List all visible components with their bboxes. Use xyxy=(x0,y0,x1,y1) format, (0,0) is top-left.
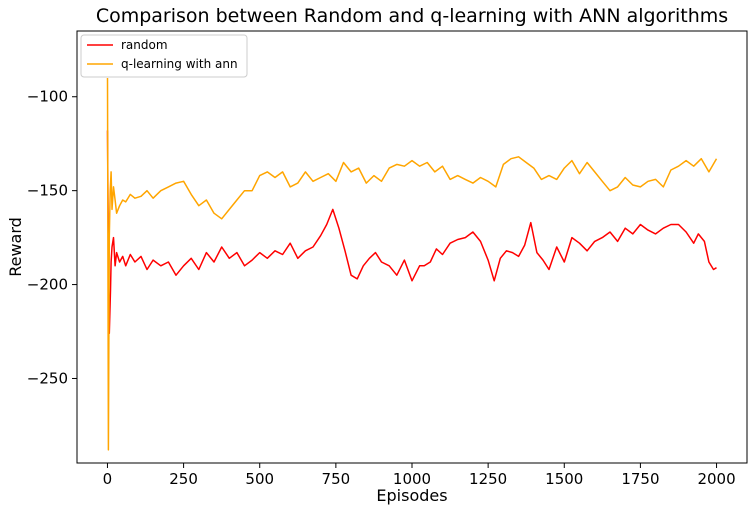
y-axis: −100 −150 −200 −250 xyxy=(27,88,77,387)
x-tick-label: 1000 xyxy=(393,470,431,488)
x-tick-label: 500 xyxy=(245,470,274,488)
x-tick-label: 750 xyxy=(322,470,351,488)
x-tick-label: 1250 xyxy=(469,470,507,488)
x-tick-label: 1750 xyxy=(621,470,659,488)
x-tick-label: 250 xyxy=(169,470,198,488)
y-axis-label: Reward xyxy=(6,217,25,277)
x-axis-label: Episodes xyxy=(376,486,447,505)
x-tick-label: 0 xyxy=(103,470,113,488)
series-line-q-learning xyxy=(106,77,718,451)
legend-frame xyxy=(80,34,248,78)
x-tick-label: 1500 xyxy=(545,470,583,488)
series-line-random xyxy=(106,130,717,335)
y-tick-label: −250 xyxy=(27,369,68,387)
x-tick-label: 2000 xyxy=(697,470,735,488)
y-tick-label: −150 xyxy=(27,182,68,200)
legend: random q-learning with ann xyxy=(80,34,248,78)
legend-label-random: random xyxy=(121,38,168,52)
series-layer xyxy=(106,77,718,451)
y-tick-label: −100 xyxy=(27,88,68,106)
x-axis: 0 250 500 750 1000 1250 1500 1750 2000 xyxy=(103,463,736,488)
chart-title: Comparison between Random and q-learning… xyxy=(96,5,728,27)
legend-label-q-learning: q-learning with ann xyxy=(121,57,238,71)
y-tick-label: −200 xyxy=(27,276,68,294)
